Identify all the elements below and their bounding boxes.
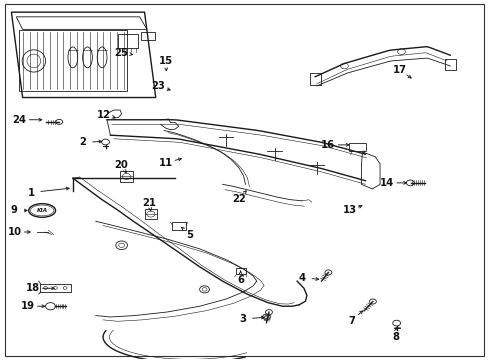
Text: 3: 3: [239, 314, 245, 324]
Text: 24: 24: [12, 115, 26, 125]
Text: 7: 7: [347, 316, 354, 325]
Text: 15: 15: [158, 56, 172, 66]
Bar: [235, 267, 246, 274]
Text: 18: 18: [25, 283, 40, 293]
Text: 8: 8: [391, 332, 398, 342]
Bar: [172, 222, 185, 230]
Text: 5: 5: [186, 230, 193, 239]
Text: 17: 17: [392, 64, 406, 75]
Text: 19: 19: [20, 301, 35, 311]
Bar: [445, 59, 455, 69]
Text: 16: 16: [321, 140, 335, 150]
Bar: [120, 171, 132, 182]
Bar: [144, 209, 157, 220]
Text: 14: 14: [379, 178, 393, 188]
Text: 23: 23: [150, 81, 164, 91]
Bar: [40, 284, 71, 292]
Text: 6: 6: [237, 275, 244, 285]
Text: 12: 12: [97, 110, 111, 120]
Bar: [19, 30, 127, 91]
Text: 2: 2: [79, 138, 86, 147]
Bar: [348, 143, 366, 150]
Text: 4: 4: [298, 273, 305, 283]
Text: 20: 20: [115, 160, 128, 170]
Text: 13: 13: [342, 206, 356, 216]
Text: 10: 10: [7, 227, 21, 237]
Text: 25: 25: [115, 48, 128, 58]
Text: KIA: KIA: [37, 208, 48, 213]
Text: 9: 9: [11, 206, 18, 216]
Text: 21: 21: [142, 198, 156, 208]
Text: 11: 11: [158, 158, 172, 168]
Bar: [141, 32, 155, 40]
Text: 22: 22: [232, 194, 246, 204]
Bar: [118, 35, 138, 48]
Text: 1: 1: [27, 188, 35, 198]
Bar: [310, 73, 321, 85]
